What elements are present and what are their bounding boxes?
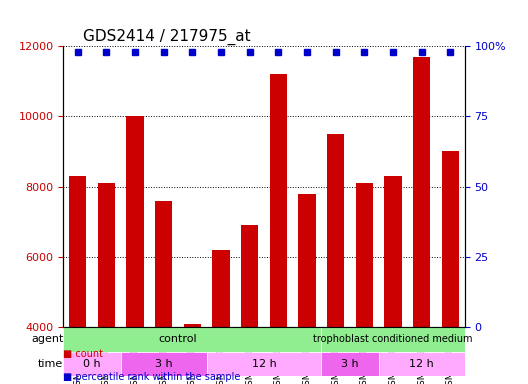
FancyBboxPatch shape [322, 352, 379, 376]
Bar [413, 56, 430, 327]
Text: 0 h: 0 h [83, 359, 101, 369]
Text: trophoblast conditioned medium: trophoblast conditioned medium [313, 334, 473, 344]
Bar [184, 324, 201, 327]
FancyBboxPatch shape [379, 352, 465, 376]
Bar [212, 250, 230, 327]
Bar [327, 134, 344, 327]
Text: ■ count: ■ count [63, 349, 103, 359]
Text: 12 h: 12 h [252, 359, 276, 369]
FancyBboxPatch shape [121, 352, 206, 376]
FancyBboxPatch shape [206, 352, 322, 376]
Text: ■ percentile rank within the sample: ■ percentile rank within the sample [63, 372, 241, 382]
Bar [298, 194, 316, 327]
Bar [356, 183, 373, 327]
Text: 12 h: 12 h [409, 359, 434, 369]
Bar [155, 201, 172, 327]
Bar [270, 74, 287, 327]
FancyBboxPatch shape [63, 327, 322, 352]
Text: control: control [159, 334, 197, 344]
Text: time: time [38, 359, 63, 369]
Bar [126, 116, 144, 327]
Bar [442, 151, 459, 327]
Text: 3 h: 3 h [341, 359, 359, 369]
Bar [69, 176, 86, 327]
Text: GDS2414 / 217975_at: GDS2414 / 217975_at [83, 28, 251, 45]
Bar [241, 225, 258, 327]
FancyBboxPatch shape [63, 352, 121, 376]
Text: 3 h: 3 h [155, 359, 173, 369]
Text: agent: agent [31, 334, 63, 344]
Bar [98, 183, 115, 327]
Bar [384, 176, 402, 327]
FancyBboxPatch shape [322, 327, 465, 352]
